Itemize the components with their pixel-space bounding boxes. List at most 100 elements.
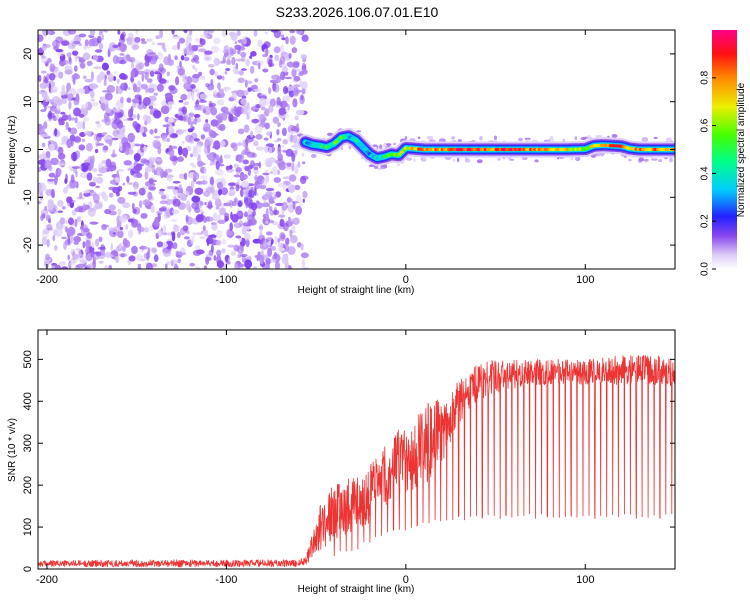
noise-blob xyxy=(90,98,96,102)
noise-blob xyxy=(241,95,247,100)
noise-blob xyxy=(199,93,208,100)
noise-blob xyxy=(182,252,187,256)
noise-blob xyxy=(181,140,185,145)
noise-blob xyxy=(43,44,51,48)
noise-blob xyxy=(131,202,135,210)
noise-blob xyxy=(132,102,137,108)
noise-blob xyxy=(233,163,239,168)
noise-blob xyxy=(240,98,247,105)
noise-blob xyxy=(302,190,308,199)
noise-blob xyxy=(149,225,153,231)
noise-blob xyxy=(216,260,224,269)
noise-blob xyxy=(168,85,176,91)
noise-blob xyxy=(116,78,120,84)
noise-blob xyxy=(57,146,64,155)
noise-blob xyxy=(42,100,47,108)
noise-blob xyxy=(147,78,153,83)
noise-blob xyxy=(282,95,291,103)
noise-blob xyxy=(273,209,280,216)
noise-blob xyxy=(65,121,69,130)
noise-blob xyxy=(192,73,201,79)
noise-blob xyxy=(58,71,64,79)
noise-blob xyxy=(40,158,46,168)
noise-blob xyxy=(191,58,196,63)
noise-blob xyxy=(130,168,135,176)
noise-blob xyxy=(156,210,163,216)
noise-blob xyxy=(113,118,122,125)
noise-blob xyxy=(292,134,298,144)
noise-blob xyxy=(286,196,292,204)
noise-blob xyxy=(599,152,605,157)
noise-blob xyxy=(84,130,92,136)
noise-blob xyxy=(245,238,250,248)
noise-blob xyxy=(85,251,93,262)
noise-blob xyxy=(78,144,86,151)
noise-blob xyxy=(146,115,152,125)
noise-blob xyxy=(243,124,250,133)
noise-blob xyxy=(71,73,81,80)
noise-blob xyxy=(271,74,280,80)
noise-blob xyxy=(135,172,143,178)
noise-blob xyxy=(95,121,100,124)
noise-blob xyxy=(101,34,105,41)
noise-blob xyxy=(244,213,248,218)
noise-blob xyxy=(58,168,62,175)
noise-blob xyxy=(268,87,272,95)
noise-blob xyxy=(216,75,223,80)
noise-blob xyxy=(238,201,242,207)
noise-blob xyxy=(229,199,233,208)
noise-blob xyxy=(126,97,132,103)
noise-blob xyxy=(393,142,397,146)
noise-blob xyxy=(204,136,214,146)
colorbar-tick-label: 0.0 xyxy=(700,262,711,276)
noise-blob xyxy=(194,187,204,195)
noise-blob xyxy=(135,181,138,185)
noise-blob xyxy=(160,194,167,200)
noise-blob xyxy=(265,220,269,224)
noise-blob xyxy=(60,120,65,126)
noise-blob xyxy=(44,76,48,85)
noise-blob xyxy=(52,235,56,242)
noise-blob xyxy=(279,44,285,54)
noise-blob xyxy=(190,84,196,89)
noise-blob xyxy=(258,184,267,190)
noise-blob xyxy=(53,229,58,237)
noise-blob xyxy=(89,221,99,225)
noise-blob xyxy=(301,258,305,268)
noise-blob xyxy=(239,173,248,180)
x-tick-label: -100 xyxy=(215,574,237,586)
noise-blob xyxy=(221,238,227,245)
noise-blob xyxy=(51,191,55,199)
noise-blob xyxy=(54,182,57,185)
noise-blob xyxy=(90,71,94,81)
noise-blob xyxy=(183,236,190,240)
colorbar-ticks: 0.0 0.2 0.4 0.6 0.8 xyxy=(700,70,716,276)
noise-blob xyxy=(132,121,138,128)
noise-blob xyxy=(156,83,164,92)
noise-blob xyxy=(74,117,78,124)
noise-blob xyxy=(253,30,258,37)
noise-blob xyxy=(38,166,42,173)
noise-blob xyxy=(69,127,78,135)
noise-blob xyxy=(78,114,85,118)
noise-blob xyxy=(70,174,75,184)
noise-blob xyxy=(222,59,226,64)
noise-blob xyxy=(139,125,144,134)
noise-blob xyxy=(138,187,146,196)
noise-blob xyxy=(289,30,296,34)
noise-blob xyxy=(288,174,297,182)
noise-blob xyxy=(59,217,66,225)
noise-blob xyxy=(69,235,74,244)
y-tick-label: 200 xyxy=(22,476,34,494)
noise-blob xyxy=(131,44,139,51)
noise-blob xyxy=(280,71,286,81)
noise-blob xyxy=(245,138,249,146)
noise-blob xyxy=(160,105,170,115)
noise-blob xyxy=(278,214,286,218)
noise-blob xyxy=(275,191,282,198)
noise-blob xyxy=(268,258,277,263)
noise-blob xyxy=(278,161,287,171)
noise-blob xyxy=(132,83,138,93)
noise-blob xyxy=(211,244,214,253)
noise-blob xyxy=(189,262,195,267)
